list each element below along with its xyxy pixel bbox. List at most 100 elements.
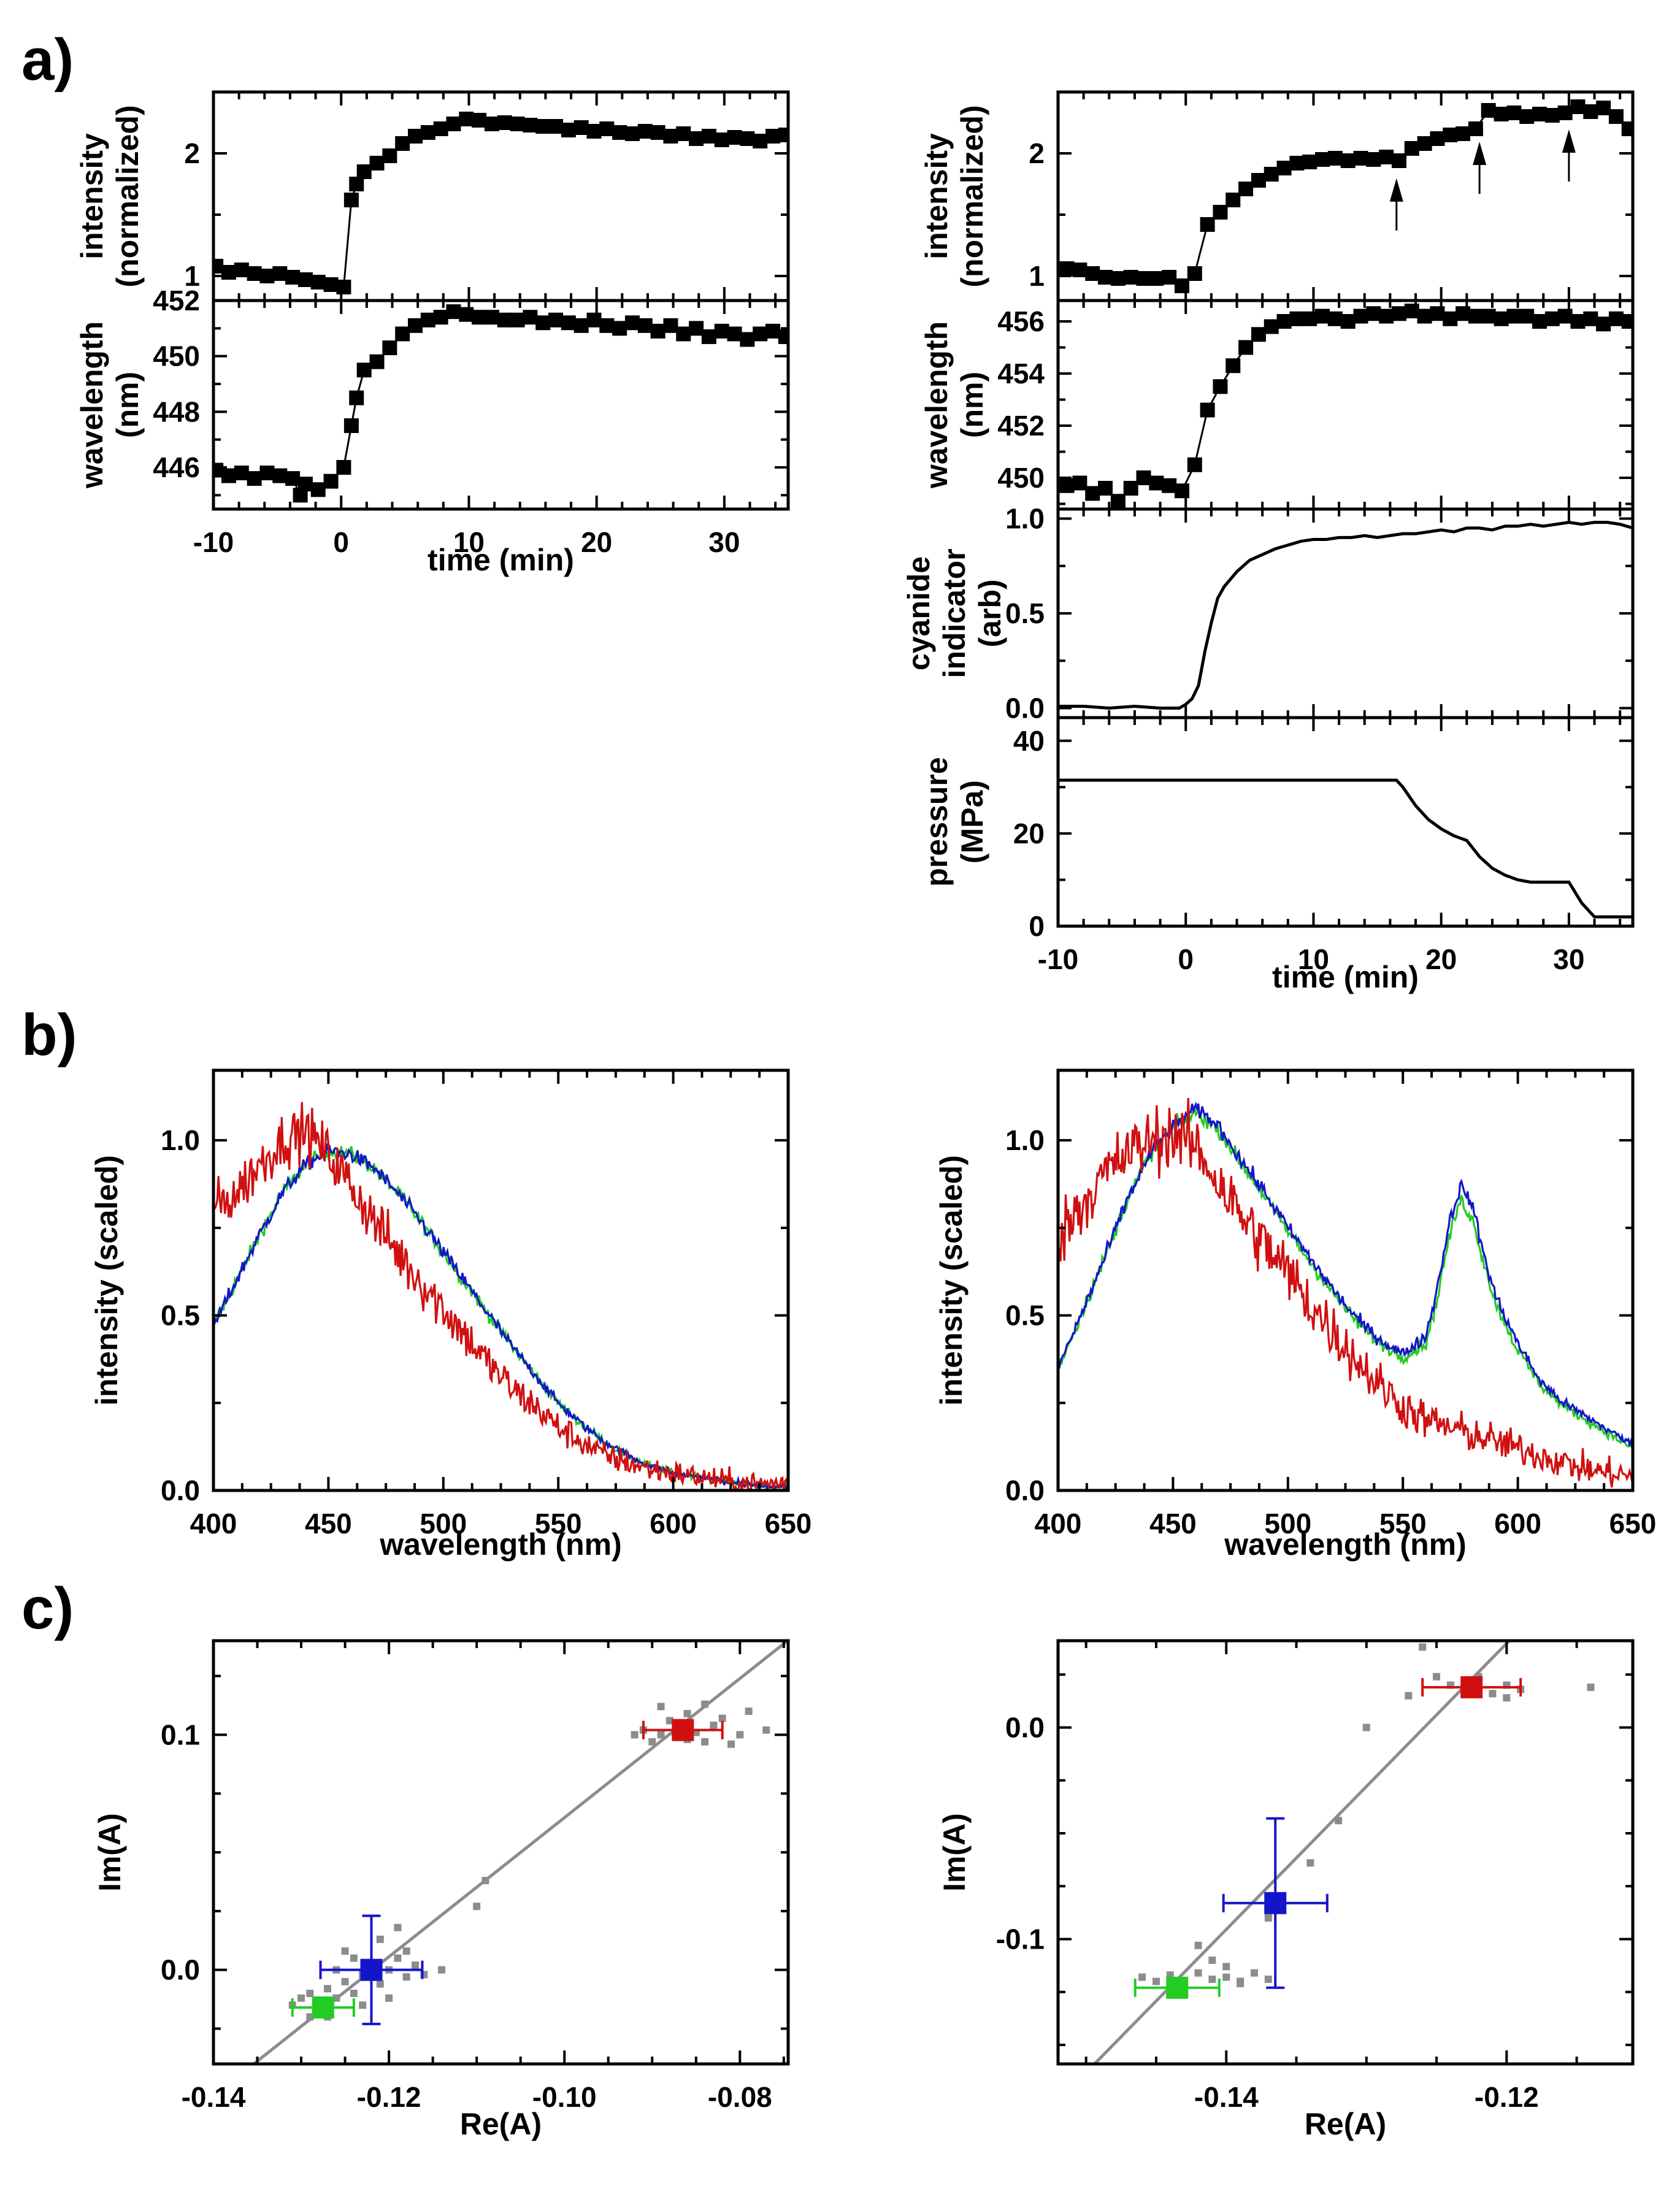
data-point — [1557, 309, 1573, 324]
x-axis-label: Re(A) — [1305, 2107, 1386, 2141]
data-point — [586, 312, 602, 328]
gray-point — [657, 1703, 665, 1711]
data-point — [637, 124, 653, 139]
gray-point — [1306, 1859, 1314, 1867]
gray-point — [1362, 1724, 1370, 1731]
y-tick-label: 0.0 — [161, 1474, 200, 1506]
data-point — [676, 126, 691, 141]
x-axis-label: Re(A) — [460, 2107, 542, 2141]
data-point — [1315, 152, 1330, 167]
data-point — [395, 326, 410, 342]
x-tick-label: 20 — [1425, 943, 1457, 975]
data-point — [1494, 107, 1509, 121]
data-point — [1532, 107, 1547, 121]
x-tick-label: 650 — [1609, 1508, 1657, 1540]
gray-point — [1208, 1956, 1216, 1964]
data-point — [1583, 311, 1598, 326]
data-point — [1162, 270, 1177, 285]
gray-point — [1237, 1979, 1245, 1987]
x-tick-label: 600 — [650, 1508, 697, 1540]
data-point — [1187, 457, 1202, 472]
data-point — [1506, 105, 1522, 120]
data-point — [1110, 494, 1126, 509]
data-point — [1238, 340, 1254, 355]
gray-point — [1138, 1973, 1146, 1981]
plot-area — [213, 112, 788, 294]
y-axis-label: intensity (scaled) — [934, 1155, 968, 1405]
data-point — [1264, 319, 1279, 334]
y-axis-label: wavelength(nm) — [919, 321, 989, 489]
data-point — [1519, 109, 1535, 124]
plot-area — [1058, 521, 1633, 710]
plot-area — [213, 1102, 788, 1490]
data-point — [535, 315, 551, 331]
data-point — [586, 124, 602, 139]
data-point — [1276, 314, 1292, 329]
data-point — [1353, 309, 1368, 324]
data-point — [497, 312, 512, 328]
data-point — [1456, 306, 1471, 321]
y-tick-label: 452 — [997, 410, 1045, 442]
data-point — [714, 323, 729, 339]
data-point — [336, 460, 351, 475]
data-point — [382, 340, 397, 356]
gray-point — [481, 1877, 489, 1884]
data-point — [1289, 156, 1305, 171]
data-point — [650, 323, 665, 339]
y-axis-label: Im(A) — [937, 1813, 972, 1892]
gray-point — [473, 1903, 481, 1911]
y-axis-label-line: cyanide — [902, 556, 936, 670]
gray-point — [631, 1731, 639, 1739]
data-point — [1225, 193, 1241, 207]
y-axis-label-line: intensity — [75, 133, 109, 259]
gray-point — [350, 1954, 358, 1962]
gray-point — [1194, 1969, 1202, 1977]
data-point — [285, 270, 301, 285]
data-point — [1174, 483, 1189, 499]
data-point — [1596, 316, 1611, 332]
data-point — [1187, 266, 1202, 281]
gray-point — [376, 1980, 384, 1988]
data-point — [1213, 379, 1228, 394]
data-point — [1302, 155, 1318, 169]
panel-label-c: c) — [21, 1576, 74, 1641]
y-axis-label-line: intensity (scaled) — [90, 1155, 124, 1405]
data-point — [624, 315, 640, 331]
y-tick-label: 0.5 — [161, 1300, 200, 1332]
x-tick-label: 450 — [305, 1508, 352, 1540]
marker-blue — [360, 1958, 383, 1981]
data-point — [778, 329, 788, 344]
x-axis-label: wavelength (nm) — [379, 1527, 621, 1562]
y-axis-label: intensity(normalized) — [75, 105, 145, 287]
marker-blue — [1264, 1892, 1287, 1914]
plot-area — [1058, 778, 1633, 919]
data-point — [740, 332, 755, 347]
data-point — [1583, 104, 1598, 119]
data-point — [1456, 126, 1471, 141]
data-point — [650, 125, 665, 140]
data-point — [1557, 105, 1573, 120]
spectrum-blue — [213, 1143, 788, 1490]
chart-a-right-cyanide: 0.0 0.5 1.0 cyanideindicator(arb) — [902, 502, 1635, 724]
gray-point — [1419, 1643, 1427, 1651]
y-tick-label: 2 — [184, 137, 200, 169]
gray-point — [1489, 1690, 1497, 1698]
gray-point — [648, 1738, 656, 1746]
data-point — [1072, 263, 1087, 277]
plot-frame — [1056, 90, 1635, 302]
data-point — [1098, 481, 1113, 496]
spectrum-green — [213, 1146, 788, 1490]
plot-frame — [1056, 1068, 1635, 1492]
y-axis-label: pressure(MPa) — [919, 757, 989, 886]
x-tick-label: 650 — [765, 1508, 812, 1540]
x-tick-label: -0.12 — [357, 2081, 421, 2113]
gray-point — [394, 1923, 402, 1931]
data-point — [612, 321, 627, 336]
data-point — [1225, 358, 1241, 374]
gray-point — [727, 1740, 735, 1748]
x-tick-label: 0 — [1178, 943, 1194, 975]
data-point — [1200, 217, 1215, 232]
x-tick-label: 550 — [1379, 1508, 1427, 1540]
plot-area — [1058, 1097, 1633, 1488]
